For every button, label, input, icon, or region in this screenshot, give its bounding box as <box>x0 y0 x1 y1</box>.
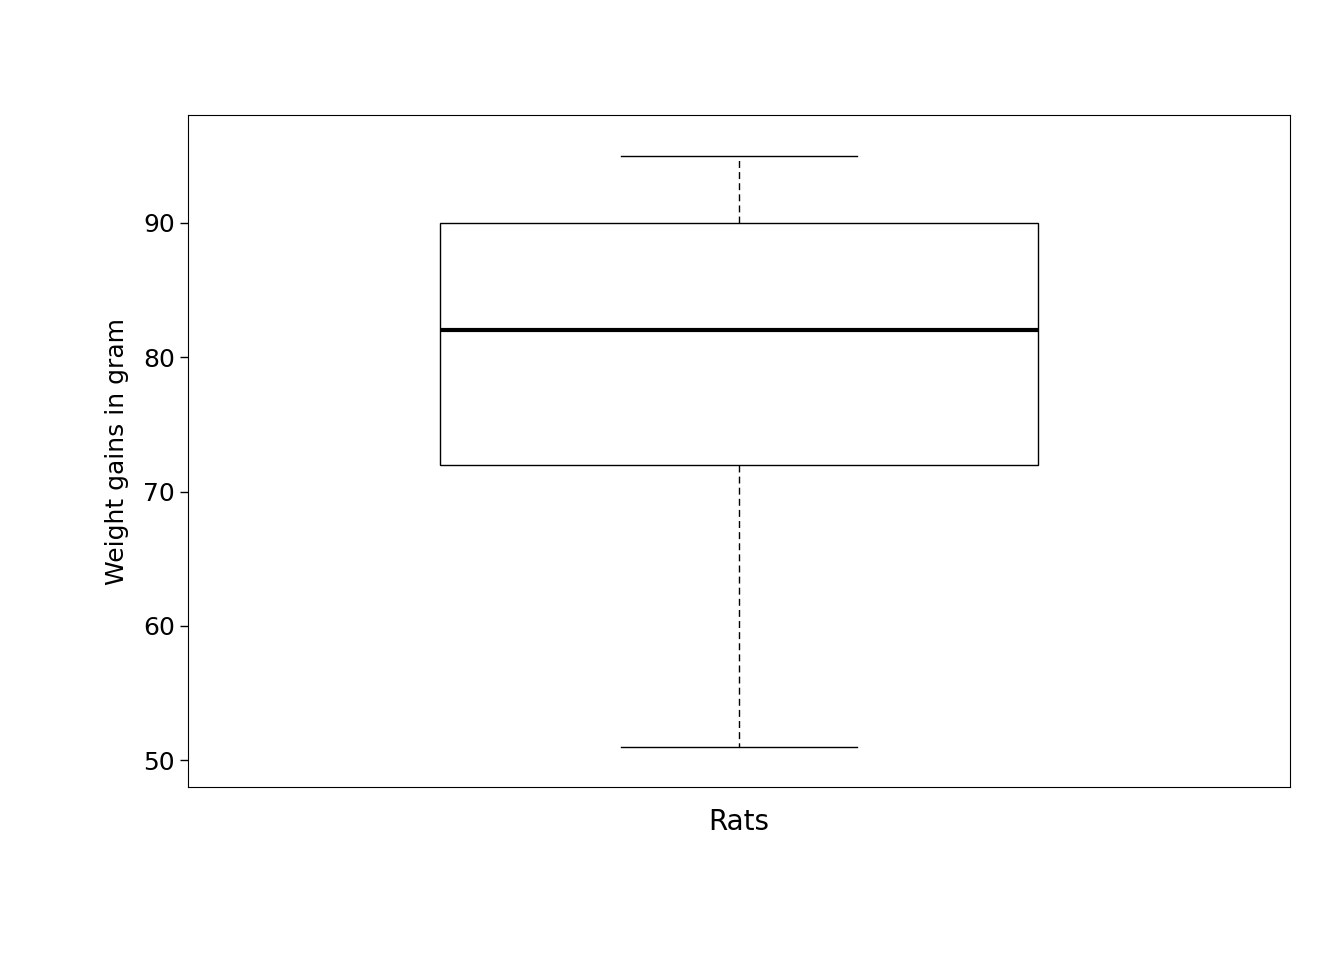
Bar <box>439 223 1039 465</box>
Y-axis label: Weight gains in gram: Weight gains in gram <box>105 318 129 585</box>
X-axis label: Rats: Rats <box>708 808 770 836</box>
